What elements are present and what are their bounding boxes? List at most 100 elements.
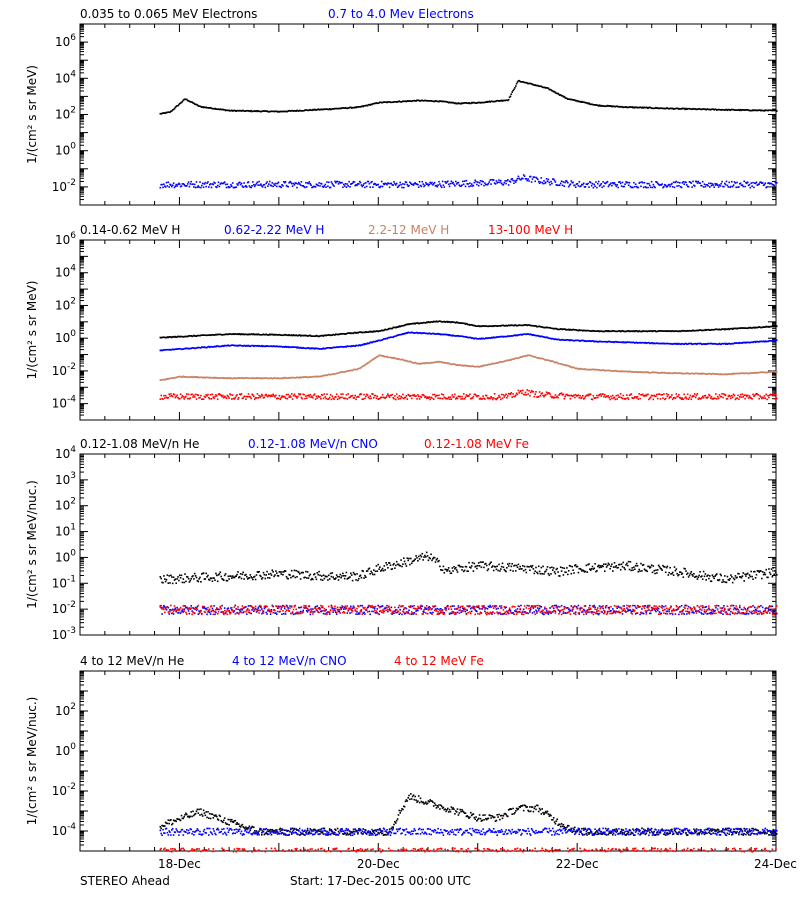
data-point bbox=[420, 322, 423, 324]
data-point bbox=[461, 395, 463, 398]
data-point bbox=[281, 184, 283, 186]
data-point bbox=[259, 396, 261, 399]
data-point bbox=[482, 337, 484, 340]
data-point bbox=[224, 344, 227, 347]
data-point bbox=[589, 368, 591, 371]
data-point bbox=[470, 324, 472, 326]
data-point bbox=[216, 574, 218, 577]
data-point bbox=[459, 395, 461, 398]
data-point bbox=[669, 343, 671, 345]
data-point bbox=[522, 324, 524, 327]
data-point bbox=[453, 363, 455, 365]
data-point bbox=[357, 183, 359, 185]
data-point bbox=[216, 377, 218, 379]
data-point bbox=[649, 106, 651, 109]
data-point bbox=[550, 395, 552, 398]
data-point bbox=[325, 347, 327, 349]
data-point bbox=[175, 183, 177, 186]
data-point bbox=[429, 362, 431, 364]
data-point bbox=[169, 395, 171, 397]
data-point bbox=[246, 344, 248, 347]
data-point bbox=[273, 377, 275, 379]
data-point bbox=[592, 186, 595, 189]
data-point bbox=[649, 342, 652, 345]
data-point bbox=[704, 108, 707, 111]
data-point bbox=[768, 109, 770, 111]
data-point bbox=[339, 396, 342, 399]
data-point bbox=[741, 184, 744, 186]
legend-entry: 0.62-2.22 MeV H bbox=[224, 223, 324, 237]
data-point bbox=[486, 364, 489, 366]
data-point bbox=[491, 396, 493, 399]
data-point bbox=[618, 341, 620, 343]
data-point bbox=[186, 347, 189, 350]
data-point bbox=[462, 364, 464, 367]
data-point bbox=[171, 336, 174, 338]
data-point bbox=[274, 334, 276, 336]
data-point bbox=[420, 362, 423, 365]
data-point bbox=[706, 343, 708, 345]
data-point bbox=[523, 175, 526, 177]
data-point bbox=[774, 370, 776, 373]
data-point bbox=[581, 183, 583, 186]
data-point bbox=[159, 336, 162, 339]
data-point bbox=[291, 334, 294, 337]
data-point bbox=[691, 108, 693, 111]
data-point bbox=[312, 396, 314, 399]
data-point bbox=[320, 375, 323, 377]
data-point bbox=[736, 372, 738, 375]
data-point bbox=[269, 345, 272, 347]
data-point bbox=[371, 359, 373, 361]
data-point bbox=[213, 181, 215, 184]
data-point bbox=[303, 109, 305, 112]
data-point bbox=[733, 181, 736, 183]
data-point bbox=[576, 339, 579, 342]
data-point bbox=[537, 325, 539, 328]
data-point bbox=[268, 110, 271, 113]
data-point bbox=[590, 330, 593, 332]
data-point bbox=[687, 330, 690, 332]
data-point bbox=[248, 345, 251, 347]
data-point bbox=[679, 330, 682, 333]
data-point bbox=[378, 186, 380, 188]
data-point bbox=[164, 349, 167, 351]
data-point bbox=[716, 328, 719, 331]
series-points bbox=[159, 320, 778, 339]
data-point bbox=[216, 108, 218, 110]
data-point bbox=[186, 335, 189, 338]
data-point bbox=[432, 393, 434, 396]
data-point bbox=[410, 360, 412, 363]
data-point bbox=[555, 184, 558, 186]
data-point bbox=[211, 376, 214, 379]
data-point bbox=[203, 334, 206, 336]
data-point bbox=[561, 394, 564, 396]
data-point bbox=[487, 397, 490, 400]
data-point bbox=[693, 330, 695, 332]
data-point bbox=[424, 99, 426, 102]
data-point bbox=[372, 186, 374, 188]
data-point bbox=[732, 327, 735, 330]
data-point bbox=[614, 370, 617, 372]
data-point bbox=[748, 183, 751, 186]
data-point bbox=[770, 370, 773, 373]
data-point bbox=[431, 181, 433, 184]
data-point bbox=[690, 398, 693, 401]
data-point bbox=[219, 571, 222, 573]
data-point bbox=[189, 183, 192, 185]
data-point bbox=[249, 377, 252, 379]
data-point bbox=[292, 110, 295, 112]
data-point bbox=[529, 82, 532, 85]
data-point bbox=[447, 362, 449, 365]
data-point bbox=[740, 372, 743, 374]
data-point bbox=[462, 335, 465, 338]
data-point bbox=[544, 359, 546, 361]
data-point bbox=[726, 373, 729, 376]
data-point bbox=[397, 326, 400, 328]
data-point bbox=[194, 393, 197, 396]
data-point bbox=[309, 183, 312, 185]
data-point bbox=[532, 356, 535, 358]
data-point bbox=[352, 180, 355, 183]
data-point bbox=[684, 108, 686, 111]
data-point bbox=[395, 101, 397, 103]
data-point bbox=[261, 377, 264, 380]
